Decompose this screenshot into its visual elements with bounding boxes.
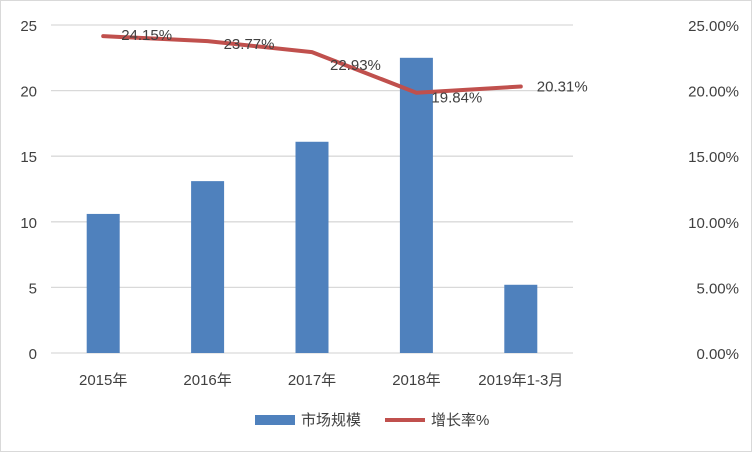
data-label: 22.93% xyxy=(330,57,381,74)
data-label: 19.84% xyxy=(431,90,482,107)
data-label: 24.15% xyxy=(121,27,172,44)
x-axis-tick: 2015年 xyxy=(79,372,127,389)
right-axis-tick: 0.00% xyxy=(696,346,739,363)
bar xyxy=(399,57,433,354)
left-axis-tick: 0 xyxy=(29,346,37,363)
legend-label: 增长率% xyxy=(431,412,489,429)
right-axis-tick: 20.00% xyxy=(688,84,739,101)
growth-line xyxy=(101,34,523,95)
right-axis-tick: 25.00% xyxy=(688,18,739,35)
legend-label: 市场规模 xyxy=(301,412,361,429)
x-axis-tick: 2018年 xyxy=(392,372,440,389)
data-label: 23.77% xyxy=(224,36,275,53)
right-axis-tick: 10.00% xyxy=(688,215,739,232)
x-axis-tick: 2016年 xyxy=(183,372,231,389)
right-axis-tick: 15.00% xyxy=(688,149,739,166)
x-axis-tick: 2017年 xyxy=(288,372,336,389)
left-axis-tick: 25 xyxy=(20,18,37,35)
legend-bar-swatch xyxy=(255,415,295,425)
data-label: 20.31% xyxy=(537,79,588,96)
bar xyxy=(295,141,329,353)
left-axis-tick: 10 xyxy=(20,215,37,232)
bar xyxy=(504,284,538,353)
right-axis-tick: 5.00% xyxy=(696,280,739,297)
left-axis-tick: 5 xyxy=(29,280,37,297)
left-axis-tick: 15 xyxy=(20,149,37,166)
bar xyxy=(86,213,120,353)
left-axis-tick: 20 xyxy=(20,84,37,101)
x-axis-tick: 2019年1-3月 xyxy=(478,372,563,389)
bar xyxy=(191,181,225,353)
